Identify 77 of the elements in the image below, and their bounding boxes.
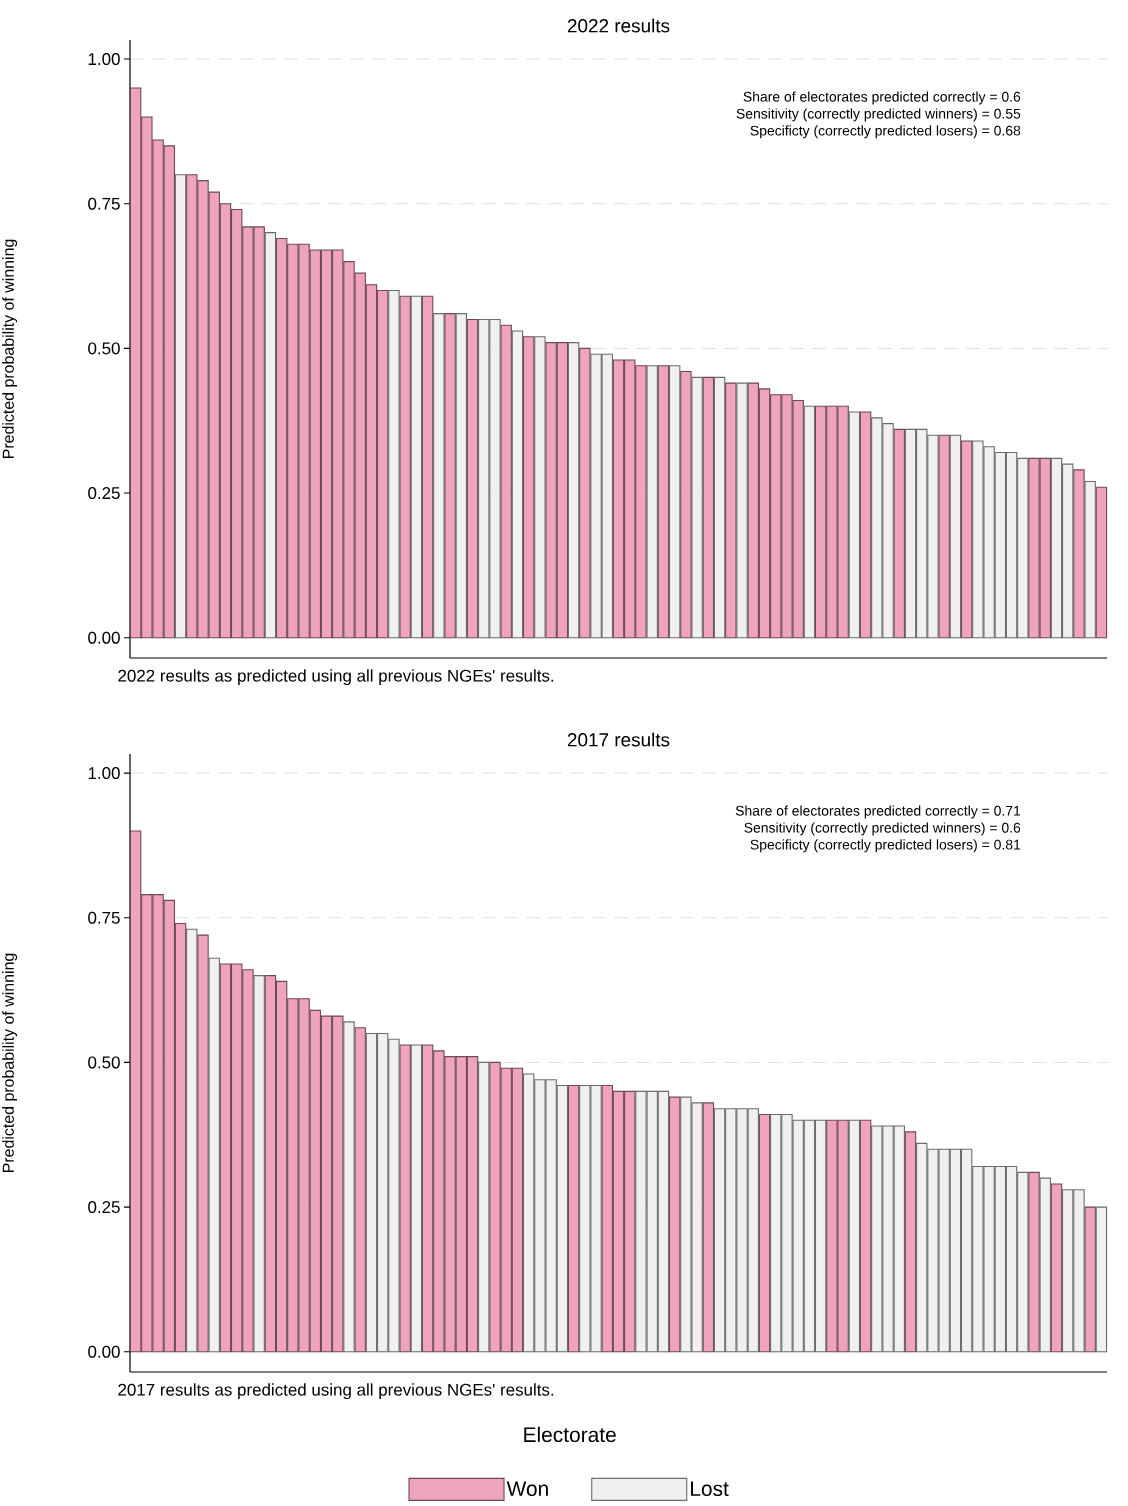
bar — [691, 376, 703, 639]
bar — [859, 1119, 872, 1353]
bar — [803, 405, 816, 639]
y-tick-label: 0.50 — [88, 342, 120, 355]
bar — [253, 975, 265, 1353]
y-tick-label: 1.00 — [88, 53, 120, 66]
bar — [354, 1027, 366, 1353]
bar — [736, 382, 748, 639]
bar — [646, 365, 658, 639]
bar — [186, 928, 198, 1353]
bar — [848, 411, 861, 639]
bar — [567, 342, 580, 639]
bar — [938, 434, 950, 639]
bar — [421, 295, 434, 639]
y-tick-label: 0.50 — [88, 1056, 120, 1069]
bar — [1084, 480, 1096, 639]
bar — [904, 1131, 917, 1353]
bar — [702, 1102, 715, 1353]
annotation: Sensitivity (correctly predicted winners) = 0.6 — [744, 822, 1021, 836]
y-tick-label: 0.00 — [88, 1345, 120, 1358]
bar — [388, 289, 400, 639]
bar — [657, 365, 670, 639]
bar — [455, 313, 467, 639]
bar — [848, 1119, 861, 1353]
annotation: Share of electorates predicted correctly = 0.71 — [735, 805, 1021, 819]
y-tick-label: 0.25 — [88, 1201, 120, 1214]
y-tick-label: 0.00 — [88, 631, 120, 644]
legend-label: Lost — [691, 1481, 729, 1497]
bar — [399, 1044, 411, 1353]
bar — [399, 295, 411, 639]
y-axis-title: Predicted probability of winning — [2, 239, 18, 458]
x-axis-title: Electorate — [524, 1426, 616, 1443]
text: 2022 results as predicted using all previous NGEs' results. — [118, 669, 554, 686]
bar — [174, 174, 187, 639]
annotation: Share of electorates predicted correctly = 0.6 — [743, 91, 1021, 105]
legend-label: Won — [506, 1481, 548, 1497]
bar — [466, 318, 479, 639]
bar — [702, 376, 715, 639]
bar — [522, 336, 535, 639]
bar — [511, 330, 524, 639]
bar — [264, 232, 277, 639]
bar — [433, 313, 445, 639]
annotation: Specificty (correctly predicted losers) = 0.68 — [750, 125, 1021, 139]
bar — [579, 347, 591, 639]
text: 2017 results as predicted using all previous NGEs' results. — [118, 1383, 554, 1400]
y-tick-label: 0.75 — [88, 911, 120, 924]
bar — [680, 370, 692, 639]
bar — [343, 1021, 355, 1353]
chart-title: 2022 results — [567, 18, 670, 33]
bar — [859, 411, 872, 639]
bar — [410, 295, 423, 639]
bar — [668, 365, 681, 639]
y-tick-label: 1.00 — [88, 767, 120, 780]
bar — [567, 1085, 580, 1353]
bar — [1095, 1206, 1108, 1353]
bar — [725, 382, 737, 639]
y-tick-label: 0.25 — [88, 487, 120, 500]
y-tick-label: 0.75 — [88, 197, 120, 210]
annotation: Sensitivity (correctly predicted winners) = 0.55 — [736, 108, 1021, 122]
bar — [500, 324, 512, 639]
bar — [1095, 486, 1108, 639]
bar — [1084, 1206, 1096, 1353]
bar — [949, 434, 962, 639]
bar — [478, 1061, 490, 1353]
bar — [960, 440, 973, 639]
bar — [758, 1113, 771, 1353]
bar — [410, 1044, 423, 1353]
bar — [1039, 1177, 1051, 1353]
bar — [208, 957, 220, 1353]
y-axis-title: Predicted probability of winning — [2, 953, 18, 1172]
bar — [534, 336, 546, 639]
bar — [1050, 1183, 1063, 1353]
chart-title: 2017 results — [567, 732, 670, 747]
bar — [713, 376, 726, 639]
annotation: Specificty (correctly predicted losers) = 0.81 — [750, 839, 1021, 853]
bar — [893, 428, 905, 639]
bar — [668, 1096, 681, 1353]
